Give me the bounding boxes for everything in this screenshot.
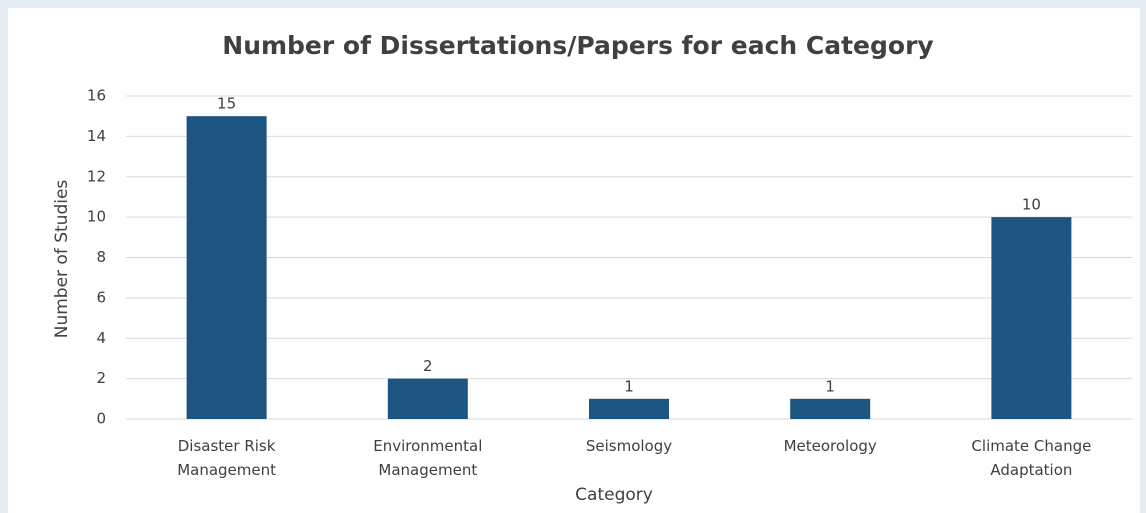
chart: Number of Dissertations/Papers for each … [52,31,1132,505]
x-tick-label: Climate Change Adaptation [971,437,1092,479]
y-tick-label: 8 [96,248,106,266]
bar [991,217,1072,419]
x-tick-label: Environmental Management [373,437,483,479]
bar [790,398,871,419]
y-tick-label: 4 [96,329,106,347]
data-label: 1 [624,377,634,395]
y-tick-label: 10 [87,208,106,226]
bar [387,378,468,419]
data-label: 2 [423,357,433,375]
bar [589,398,669,419]
bar [186,116,267,419]
x-tick-label: Disaster Risk Management [177,437,276,479]
y-tick-label: 16 [87,87,106,105]
data-label: 1 [825,377,835,395]
x-tick-label: Meteorology [783,437,877,455]
data-label: 15 [217,95,236,113]
x-tick-label: Seismology [585,437,673,455]
y-tick-label: 2 [96,369,106,387]
y-axis-label: Number of Studies [52,180,72,339]
data-label: 10 [1022,196,1041,214]
chart-title: Number of Dissertations/Papers for each … [222,31,933,60]
chart-panel: Number of Dissertations/Papers for each … [8,8,1140,513]
x-axis-label: Category [575,485,653,505]
y-tick-label: 12 [87,167,106,185]
y-tick-label: 6 [96,288,106,306]
y-tick-label: 14 [87,127,106,145]
y-tick-label: 0 [96,410,106,428]
